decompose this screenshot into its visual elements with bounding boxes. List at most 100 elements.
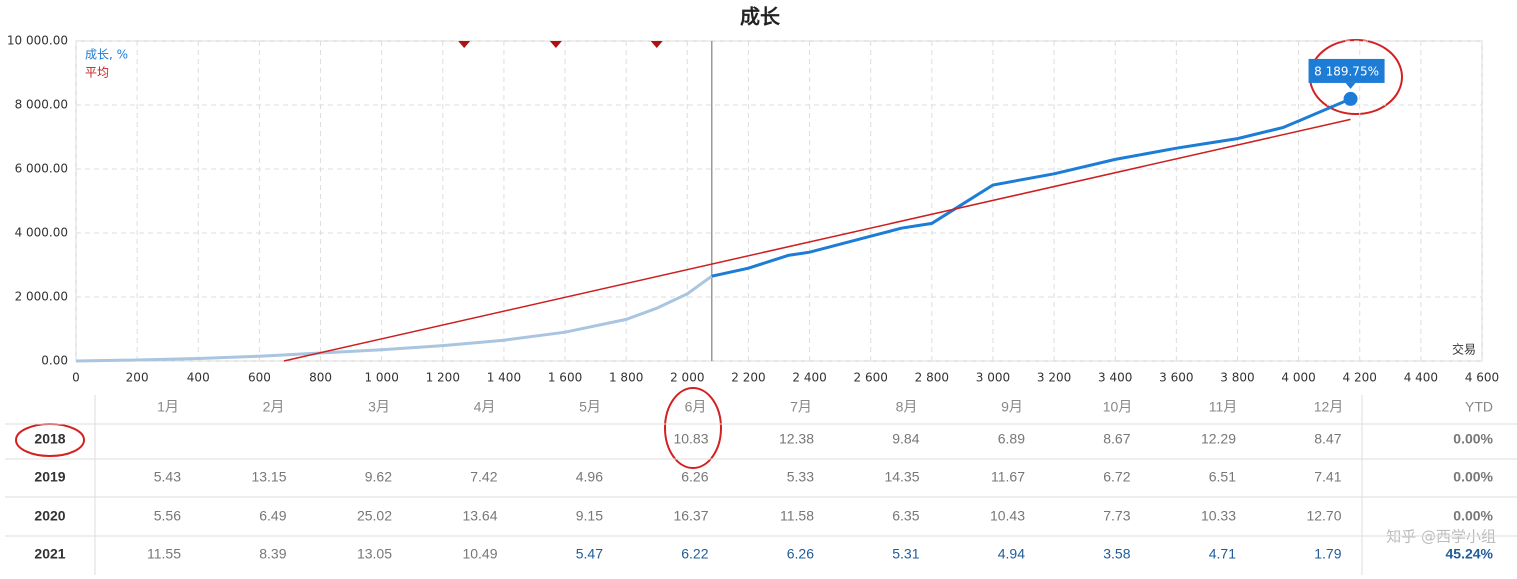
cell-value: 6.35 bbox=[892, 508, 919, 524]
cell-value: 11.55 bbox=[147, 546, 181, 562]
cell-value: 25.02 bbox=[357, 508, 392, 524]
x-tick-label: 2 000 bbox=[670, 371, 704, 385]
series-line bbox=[711, 97, 1352, 278]
cell-value: 4.94 bbox=[998, 546, 1025, 562]
ytd-value: 0.00% bbox=[1453, 469, 1493, 485]
row-year: 2019 bbox=[34, 469, 65, 485]
cell-value: 5.33 bbox=[787, 469, 814, 485]
cell-value: 10.83 bbox=[673, 431, 708, 447]
cell-value: 8.67 bbox=[1103, 431, 1130, 447]
x-tick-label: 1 800 bbox=[609, 371, 643, 385]
column-header: 4月 bbox=[474, 399, 496, 415]
cell-value: 6.26 bbox=[787, 546, 814, 562]
column-header: 1月 bbox=[157, 399, 179, 415]
x-tick-label: 200 bbox=[126, 371, 149, 385]
column-header: 7月 bbox=[790, 399, 812, 415]
cell-value: 6.22 bbox=[681, 546, 708, 562]
column-header: 9月 bbox=[1001, 399, 1023, 415]
cell-value: 12.38 bbox=[779, 431, 814, 447]
cell-value: 6.89 bbox=[998, 431, 1025, 447]
row-year: 2021 bbox=[34, 546, 65, 562]
row-year: 2020 bbox=[34, 508, 65, 524]
cell-value: 4.96 bbox=[576, 469, 603, 485]
x-tick-label: 2 200 bbox=[731, 371, 765, 385]
event-marker bbox=[458, 41, 471, 48]
cell-value: 13.64 bbox=[462, 508, 497, 524]
cell-value: 9.15 bbox=[576, 508, 603, 524]
x-axis-label: 交易 bbox=[1452, 342, 1476, 357]
y-tick-label: 6 000.00 bbox=[15, 162, 68, 176]
highlight-circle bbox=[664, 387, 722, 469]
annotation-pointer bbox=[1345, 82, 1356, 89]
x-tick-label: 3 600 bbox=[1159, 371, 1193, 385]
cell-value: 5.47 bbox=[576, 546, 603, 562]
y-tick-label: 0.00 bbox=[41, 354, 68, 368]
cell-value: 6.26 bbox=[681, 469, 708, 485]
cell-value: 5.43 bbox=[154, 469, 181, 485]
cell-value: 10.49 bbox=[462, 546, 497, 562]
x-tick-label: 1 600 bbox=[548, 371, 582, 385]
cell-value: 13.05 bbox=[357, 546, 392, 562]
y-tick-label: 10 000.00 bbox=[7, 34, 68, 48]
x-tick-label: 400 bbox=[187, 371, 210, 385]
x-tick-label: 0 bbox=[72, 371, 80, 385]
cell-value: 7.73 bbox=[1103, 508, 1130, 524]
cell-value: 12.29 bbox=[1201, 431, 1236, 447]
column-header: YTD bbox=[1465, 399, 1493, 415]
y-tick-label: 8 000.00 bbox=[15, 98, 68, 112]
x-tick-label: 3 200 bbox=[1037, 371, 1071, 385]
y-tick-label: 2 000.00 bbox=[15, 290, 68, 304]
annotation-box bbox=[1308, 58, 1385, 83]
x-tick-label: 1 000 bbox=[364, 371, 398, 385]
column-header: 12月 bbox=[1314, 399, 1344, 415]
cell-value: 13.15 bbox=[251, 469, 286, 485]
cell-value: 12.70 bbox=[1306, 508, 1341, 524]
cell-value: 7.41 bbox=[1314, 469, 1341, 485]
legend-entry: 成长, % bbox=[85, 48, 128, 62]
series-line bbox=[75, 274, 713, 363]
x-tick-label: 4 600 bbox=[1465, 371, 1499, 385]
column-header: 2月 bbox=[263, 399, 285, 415]
series-line bbox=[283, 118, 1351, 362]
cell-value: 14.35 bbox=[884, 469, 919, 485]
x-tick-label: 4 400 bbox=[1404, 371, 1438, 385]
column-header: 3月 bbox=[368, 399, 390, 415]
cell-value: 4.71 bbox=[1209, 546, 1236, 562]
cell-value: 5.56 bbox=[154, 508, 181, 524]
column-header: 11月 bbox=[1209, 399, 1238, 415]
x-tick-label: 3 000 bbox=[976, 371, 1010, 385]
ytd-value: 45.24% bbox=[1446, 546, 1494, 562]
row-year: 2018 bbox=[34, 431, 65, 447]
cell-value: 9.62 bbox=[365, 469, 392, 485]
cell-value: 3.58 bbox=[1103, 546, 1130, 562]
plot-frame bbox=[75, 40, 1483, 362]
x-tick-label: 4 000 bbox=[1281, 371, 1315, 385]
event-marker bbox=[650, 41, 663, 48]
x-tick-label: 2 400 bbox=[792, 371, 826, 385]
cell-value: 11.67 bbox=[991, 469, 1025, 485]
cell-value: 10.43 bbox=[990, 508, 1025, 524]
cell-value: 7.42 bbox=[470, 469, 497, 485]
x-tick-label: 1 200 bbox=[426, 371, 460, 385]
cell-value: 6.49 bbox=[259, 508, 286, 524]
ytd-value: 0.00% bbox=[1453, 508, 1493, 524]
cell-value: 9.84 bbox=[892, 431, 919, 447]
x-tick-label: 3 400 bbox=[1098, 371, 1132, 385]
x-tick-label: 3 800 bbox=[1220, 371, 1254, 385]
event-marker bbox=[549, 41, 562, 48]
cell-value: 5.31 bbox=[892, 546, 919, 562]
column-header: 8月 bbox=[896, 399, 918, 415]
cell-value: 1.79 bbox=[1314, 546, 1341, 562]
annotation: 8 189.75% bbox=[1314, 64, 1379, 78]
x-tick-label: 4 200 bbox=[1343, 371, 1377, 385]
x-tick-label: 1 400 bbox=[487, 371, 521, 385]
legend-entry: 平均 bbox=[85, 66, 109, 80]
x-tick-label: 800 bbox=[309, 371, 332, 385]
cell-value: 8.47 bbox=[1314, 431, 1341, 447]
y-tick-label: 4 000.00 bbox=[15, 226, 68, 240]
cell-value: 11.58 bbox=[780, 508, 814, 524]
cell-value: 10.33 bbox=[1201, 508, 1236, 524]
chart-title: 成长 bbox=[740, 5, 781, 29]
